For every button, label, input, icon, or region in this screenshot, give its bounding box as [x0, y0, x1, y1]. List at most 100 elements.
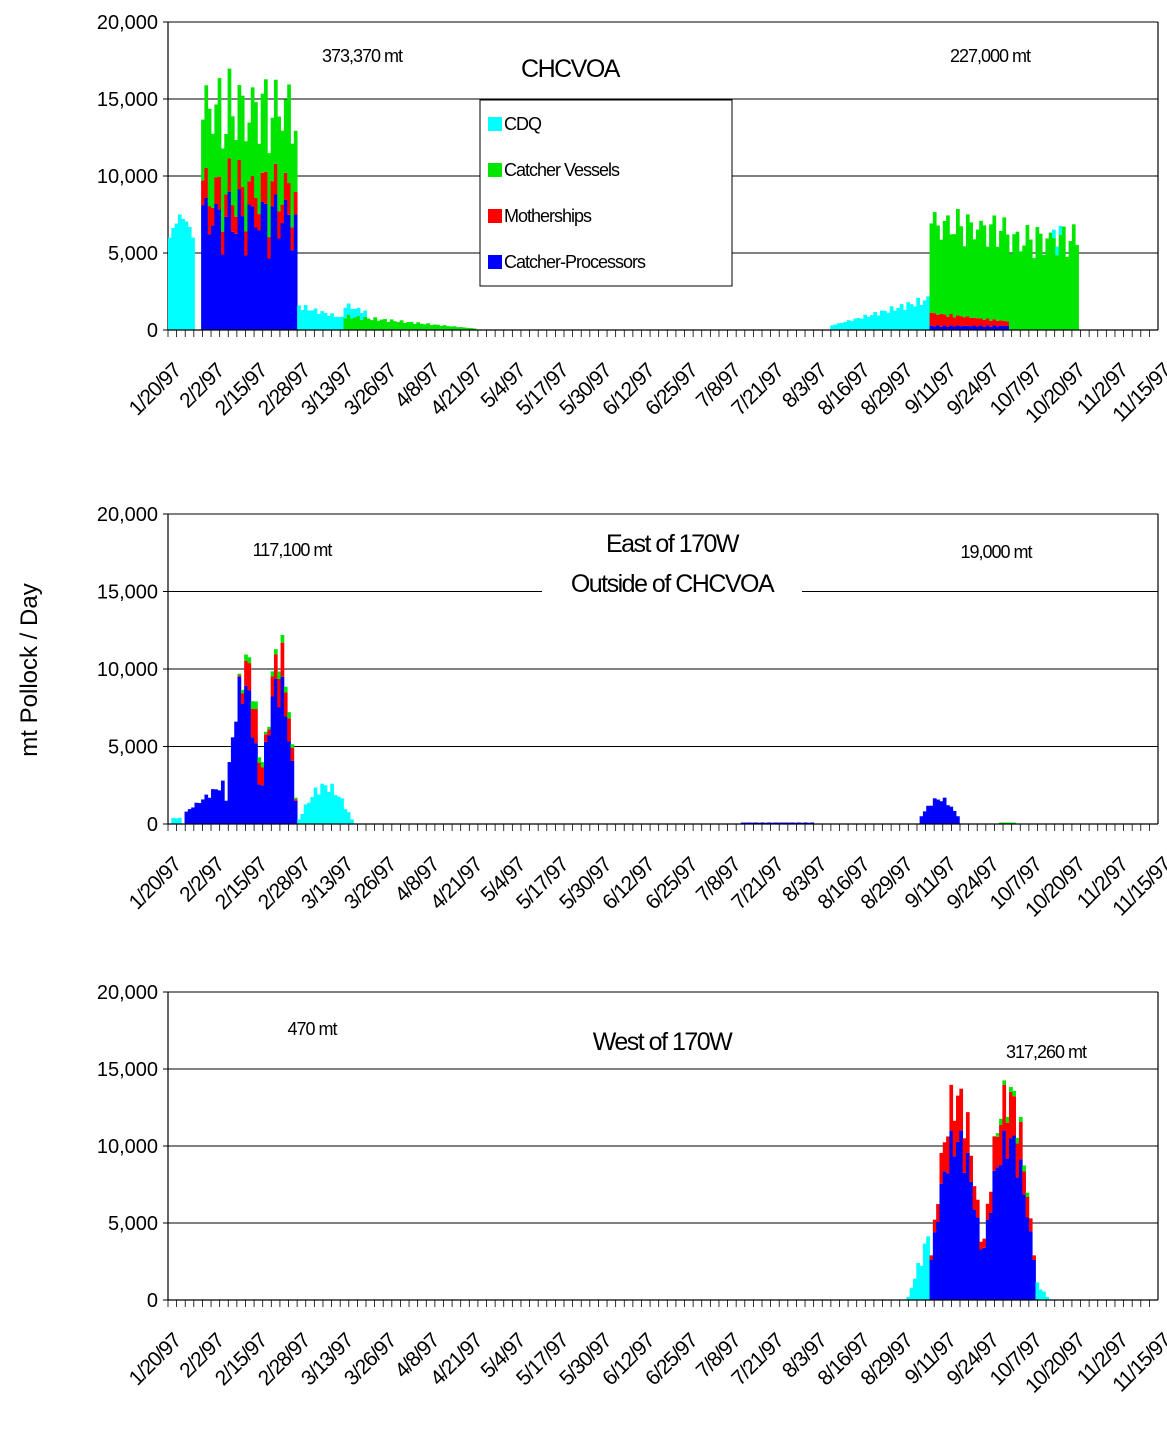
bar-cdq	[909, 304, 914, 330]
bar-catcher-processors	[929, 325, 934, 330]
bar-catcher-vessels	[293, 130, 298, 192]
bar-catcher-processors	[260, 201, 265, 330]
bar-catcher-vessels	[1065, 256, 1070, 330]
y-tick-label-15-000: 15,000	[97, 1059, 158, 1081]
bar-catcher-vessels	[1012, 234, 1017, 330]
bar-motherships	[989, 1191, 993, 1213]
bar-catcher-vessels	[270, 671, 275, 677]
bar-cdq	[303, 804, 308, 824]
bar-cdq	[316, 313, 321, 330]
bar-catcher-vessels	[1022, 245, 1026, 330]
bar-catcher-vessels	[406, 321, 411, 330]
bar-catcher-vessels	[456, 327, 460, 330]
chart-west-of-170w: 05,00010,00015,00020,0001/20/972/2/972/1…	[97, 982, 1167, 1398]
bar-motherships	[267, 237, 272, 259]
bar-motherships	[204, 167, 209, 198]
bar-motherships	[975, 1199, 980, 1218]
bar-cdq	[174, 818, 179, 824]
bar-catcher-vessels	[929, 223, 934, 313]
y-tick-label-0: 0	[147, 320, 158, 342]
bar-catcher-processors	[280, 676, 285, 824]
bar-catcher-processors	[949, 325, 954, 330]
bar-catcher-vessels	[373, 317, 377, 330]
bar-motherships	[1009, 1091, 1013, 1139]
bar-catcher-processors	[217, 790, 222, 824]
bar-catcher-processors	[280, 223, 285, 330]
bar-catcher-processors	[1025, 1217, 1030, 1300]
bar-cdq	[333, 795, 338, 824]
bar-cdq	[326, 791, 331, 824]
bar-catcher-processors	[763, 822, 768, 824]
bar-catcher-processors	[250, 737, 255, 824]
bar-cdq	[346, 303, 351, 315]
bar-motherships	[939, 1152, 944, 1184]
bars	[168, 68, 1079, 330]
bar-catcher-processors	[247, 204, 252, 330]
bar-catcher-vessels	[240, 95, 245, 188]
bar-cdq	[886, 312, 891, 330]
bar-cdq	[1045, 1296, 1050, 1300]
bar-catcher-vessels	[446, 326, 450, 330]
bar-catcher-vessels	[409, 321, 414, 330]
bar-catcher-processors	[1028, 1231, 1033, 1300]
bar-motherships	[277, 678, 281, 708]
bar-cdq	[863, 314, 868, 330]
bar-catcher-processors	[956, 325, 960, 330]
bar-motherships	[956, 1095, 960, 1142]
bar-catcher-processors	[989, 1212, 993, 1300]
bar-catcher-vessels	[1068, 240, 1073, 330]
bar-cdq	[919, 305, 924, 330]
bar-motherships	[985, 318, 990, 326]
bar-catcher-vessels	[376, 320, 381, 330]
bar-catcher-processors	[942, 325, 947, 330]
bar-catcher-vessels	[214, 104, 219, 178]
bar-catcher-processors	[257, 230, 262, 330]
bar-catcher-processors	[793, 822, 798, 824]
y-tick-label-0: 0	[147, 1290, 158, 1312]
bar-catcher-vessels	[462, 327, 467, 330]
bar-motherships	[270, 181, 275, 207]
bar-catcher-processors	[803, 822, 808, 824]
bar-catcher-vessels	[270, 117, 275, 182]
bar-motherships	[230, 205, 235, 232]
bar-catcher-processors	[999, 325, 1003, 330]
bar-catcher-processors	[293, 800, 298, 824]
annotation-470-mt: 470 mt	[287, 1019, 337, 1039]
bar-catcher-processors	[946, 326, 950, 330]
bar-cdq	[191, 237, 195, 330]
bar-catcher-processors	[201, 205, 205, 330]
bar-catcher-vessels	[1002, 822, 1007, 824]
bar-catcher-processors	[247, 690, 252, 824]
bar-catcher-processors	[254, 227, 258, 330]
bar-catcher-processors	[982, 1247, 987, 1300]
bar-catcher-vessels	[254, 701, 258, 710]
bar-cdq	[1055, 246, 1060, 256]
bar-catcher-processors	[959, 1130, 964, 1300]
bar-catcher-vessels	[277, 671, 281, 679]
bar-cdq	[850, 321, 854, 330]
bar-catcher-vessels	[399, 320, 404, 330]
bar-catcher-processors	[283, 199, 288, 330]
bar-catcher-vessels	[979, 220, 983, 319]
bar-cdq	[1052, 229, 1056, 239]
y-tick-label-20-000: 20,000	[97, 12, 158, 34]
bar-catcher-processors	[995, 1167, 1000, 1300]
bar-catcher-processors	[204, 794, 209, 824]
bar-catcher-processors	[929, 1259, 934, 1300]
bar-motherships	[942, 314, 947, 326]
bar-catcher-processors	[287, 741, 291, 824]
bar-catcher-processors	[1005, 1158, 1010, 1300]
bar-cdq	[922, 300, 927, 330]
bar-catcher-processors	[293, 214, 298, 330]
bar-motherships	[946, 316, 950, 327]
bar-catcher-processors	[982, 326, 987, 330]
bar-motherships	[283, 692, 288, 717]
y-tick-label-15-000: 15,000	[97, 582, 158, 604]
bar-catcher-processors	[217, 209, 222, 330]
bar-catcher-processors	[975, 1217, 980, 1300]
bar-motherships	[290, 227, 295, 251]
bar-cdq	[899, 304, 904, 330]
bar-catcher-processors	[770, 822, 775, 824]
bar-catcher-processors	[985, 325, 990, 330]
bar-catcher-vessels	[287, 712, 291, 719]
